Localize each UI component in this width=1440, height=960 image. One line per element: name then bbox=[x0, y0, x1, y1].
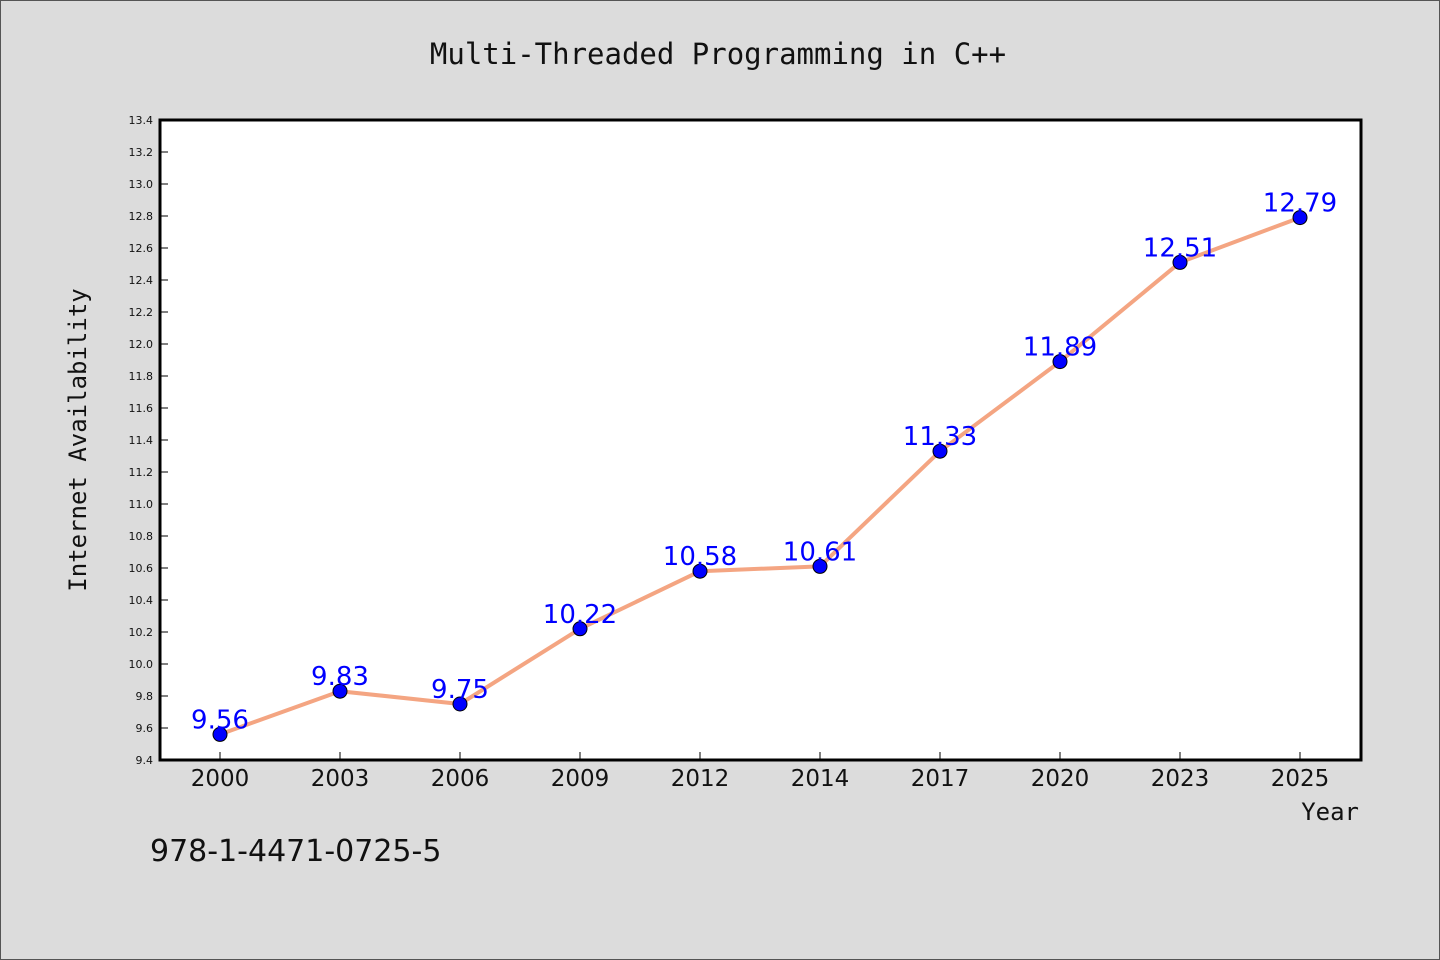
y-tick-label: 12.2 bbox=[129, 306, 154, 319]
x-tick-label: 2025 bbox=[1271, 766, 1330, 792]
y-tick-label: 10.4 bbox=[129, 594, 154, 607]
y-tick-label: 10.2 bbox=[129, 626, 154, 639]
y-tick-label: 9.4 bbox=[136, 754, 154, 767]
y-tick-label: 13.0 bbox=[129, 178, 154, 191]
x-tick-label: 2000 bbox=[191, 766, 250, 792]
x-tick-label: 2009 bbox=[551, 766, 610, 792]
series-line bbox=[219, 215, 1301, 737]
data-label: 12.51 bbox=[1143, 233, 1217, 263]
x-tick-label: 2014 bbox=[791, 766, 850, 792]
data-point-marker bbox=[212, 726, 228, 742]
y-tick-label: 11.6 bbox=[129, 402, 154, 415]
y-tick-label: 12.4 bbox=[129, 274, 154, 287]
x-axis-ticks: 2000 2003 2006 2009 2012 2014 2017 2020 2023 2025 bbox=[191, 752, 1330, 792]
data-point-marker bbox=[332, 683, 348, 699]
x-tick-label: 2023 bbox=[1151, 766, 1210, 792]
y-axis-ticks: 9.4 9.6 9.8 10.0 10.2 10.4 10.6 10.8 11.0 11.2 11.… bbox=[129, 114, 168, 767]
y-tick-label: 12.8 bbox=[129, 210, 154, 223]
data-labels: 9.56 9.83 9.75 10.22 10.58 10.61 11.33 11.89 12.… bbox=[191, 189, 1337, 736]
y-tick-label: 11.4 bbox=[129, 434, 154, 447]
data-point-marker bbox=[1292, 210, 1308, 226]
y-tick-label: 13.2 bbox=[129, 146, 154, 159]
y-axis-label: Internet Availability bbox=[64, 288, 92, 591]
y-tick-label: 12.0 bbox=[129, 338, 154, 351]
plot-area bbox=[158, 118, 1363, 762]
data-point-marker bbox=[692, 563, 708, 579]
y-tick-label: 13.4 bbox=[129, 114, 154, 127]
y-tick-label: 9.8 bbox=[136, 690, 154, 703]
chart-title: Multi-Threaded Programming in C++ bbox=[430, 37, 1006, 71]
y-tick-label: 10.0 bbox=[129, 658, 154, 671]
data-label: 9.75 bbox=[431, 675, 489, 705]
y-tick-label: 11.2 bbox=[129, 466, 154, 479]
data-label: 10.61 bbox=[783, 537, 857, 567]
y-tick-label: 11.0 bbox=[129, 498, 154, 511]
y-tick-label: 9.6 bbox=[136, 722, 154, 735]
data-label: 11.33 bbox=[903, 422, 977, 452]
data-point-marker bbox=[812, 558, 828, 574]
data-label: 9.56 bbox=[191, 705, 249, 735]
x-tick-label: 2017 bbox=[911, 766, 970, 792]
data-point-marker bbox=[1052, 354, 1068, 370]
y-tick-label: 10.6 bbox=[129, 562, 154, 575]
x-tick-label: 2006 bbox=[431, 766, 490, 792]
x-tick-label: 2020 bbox=[1031, 766, 1090, 792]
data-point-marker bbox=[572, 621, 588, 637]
data-point-marker bbox=[932, 443, 948, 459]
x-tick-label: 2003 bbox=[311, 766, 370, 792]
data-point-marker bbox=[1172, 254, 1188, 270]
data-label: 10.58 bbox=[663, 542, 737, 572]
data-label: 11.89 bbox=[1023, 333, 1097, 363]
x-axis-label: Year bbox=[1301, 798, 1359, 826]
data-label: 9.83 bbox=[311, 662, 369, 692]
data-label: 10.22 bbox=[543, 600, 617, 630]
isbn-text: 978-1-4471-0725-5 bbox=[150, 834, 442, 869]
x-tick-label: 2012 bbox=[671, 766, 730, 792]
y-tick-label: 11.8 bbox=[129, 370, 154, 383]
y-tick-label: 12.6 bbox=[129, 242, 154, 255]
y-tick-label: 10.8 bbox=[129, 530, 154, 543]
series-layer bbox=[212, 210, 1308, 742]
data-label: 12.79 bbox=[1263, 189, 1337, 219]
data-point-marker bbox=[452, 696, 468, 712]
